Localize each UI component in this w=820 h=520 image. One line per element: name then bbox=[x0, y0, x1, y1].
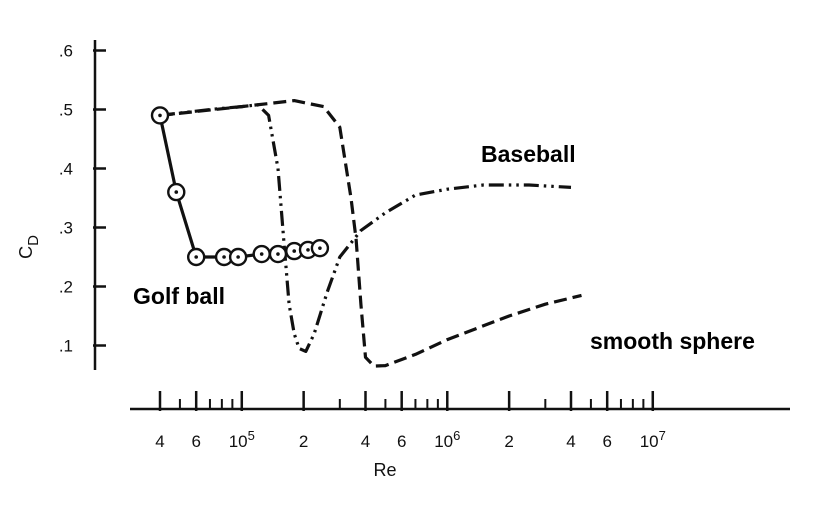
golf-ball-data-point bbox=[252, 244, 271, 264]
golf-ball-data-point bbox=[186, 247, 206, 267]
y-tick-label: .5 bbox=[59, 101, 73, 120]
x-tick-label: 107 bbox=[640, 428, 666, 451]
x-tick-label: 106 bbox=[434, 428, 460, 451]
y-tick-label: .1 bbox=[59, 337, 73, 356]
data-point-dot bbox=[236, 255, 240, 259]
x-tick-label: 2 bbox=[504, 432, 513, 451]
x-tick-label-exponent: 7 bbox=[659, 428, 666, 443]
y-ticks: .1 .2 .3 .4 .5 .6 bbox=[59, 42, 106, 356]
x-tick-label-base: 4 bbox=[566, 432, 575, 451]
x-tick-label-base: 6 bbox=[191, 432, 200, 451]
x-tick-label-base: 2 bbox=[299, 432, 308, 451]
golf-ball-data-point bbox=[268, 244, 288, 264]
x-tick-label: 6 bbox=[602, 432, 611, 451]
data-point-dot bbox=[222, 255, 226, 259]
y-tick-label: .2 bbox=[59, 278, 73, 297]
series-layer bbox=[150, 99, 582, 368]
x-tick-label-base: 4 bbox=[361, 432, 370, 451]
x-tick-label: 6 bbox=[397, 432, 406, 451]
data-point-dot bbox=[174, 190, 179, 194]
series-line-baseball bbox=[159, 103, 572, 353]
y-tick-label: .3 bbox=[59, 219, 73, 238]
data-point-dot bbox=[306, 248, 310, 252]
x-tick-label-exponent: 5 bbox=[248, 428, 255, 443]
y-tick-label: .6 bbox=[59, 42, 73, 61]
x-tick-label: 4 bbox=[361, 432, 370, 451]
annotation-golf-ball: Golf ball bbox=[133, 283, 225, 309]
x-axis: 4 6 105 2 4 6 106 2 4 6 107 Re bbox=[130, 391, 790, 480]
y-axis: .1 .2 .3 .4 .5 .6 CD bbox=[16, 40, 106, 370]
y-axis-label: CD bbox=[16, 235, 42, 259]
golf-ball-data-point bbox=[167, 182, 186, 202]
x-tick-label: 2 bbox=[299, 432, 308, 451]
golf-ball-data-point bbox=[228, 247, 248, 267]
golf-ball-data-point bbox=[310, 238, 330, 258]
x-tick-label-base: 10 bbox=[640, 432, 659, 451]
y-tick-label: .4 bbox=[59, 160, 73, 179]
y-axis-label-sub: D bbox=[25, 235, 42, 246]
data-point-dot bbox=[318, 246, 322, 250]
annotation-baseball: Baseball bbox=[481, 141, 576, 167]
x-tick-label-base: 6 bbox=[397, 432, 406, 451]
annotation-smooth-sphere: smooth sphere bbox=[590, 328, 755, 354]
x-tick-label: 4 bbox=[566, 432, 575, 451]
x-tick-label-base: 10 bbox=[434, 432, 453, 451]
x-axis-label: Re bbox=[373, 460, 396, 480]
y-axis-label-main: C bbox=[16, 246, 36, 259]
x-tick-label: 105 bbox=[229, 428, 255, 451]
x-tick-label-base: 4 bbox=[155, 432, 164, 451]
x-tick-label: 6 bbox=[191, 432, 200, 451]
x-ticks: 4 6 105 2 4 6 106 2 4 6 107 bbox=[155, 391, 666, 451]
series-line-golf-ball bbox=[158, 115, 321, 259]
data-point-dot bbox=[292, 249, 297, 253]
x-tick-label-exponent: 6 bbox=[453, 428, 460, 443]
x-tick-label-base: 2 bbox=[504, 432, 513, 451]
data-point-dot bbox=[158, 113, 162, 118]
annotations: Baseball Golf ball smooth sphere bbox=[133, 141, 755, 354]
data-point-dot bbox=[259, 252, 264, 256]
x-tick-label-base: 6 bbox=[602, 432, 611, 451]
data-point-dot bbox=[276, 252, 280, 256]
data-point-dot bbox=[194, 255, 198, 259]
x-tick-label-base: 10 bbox=[229, 432, 248, 451]
x-tick-label: 4 bbox=[155, 432, 164, 451]
golf-ball-data-point bbox=[150, 106, 170, 125]
